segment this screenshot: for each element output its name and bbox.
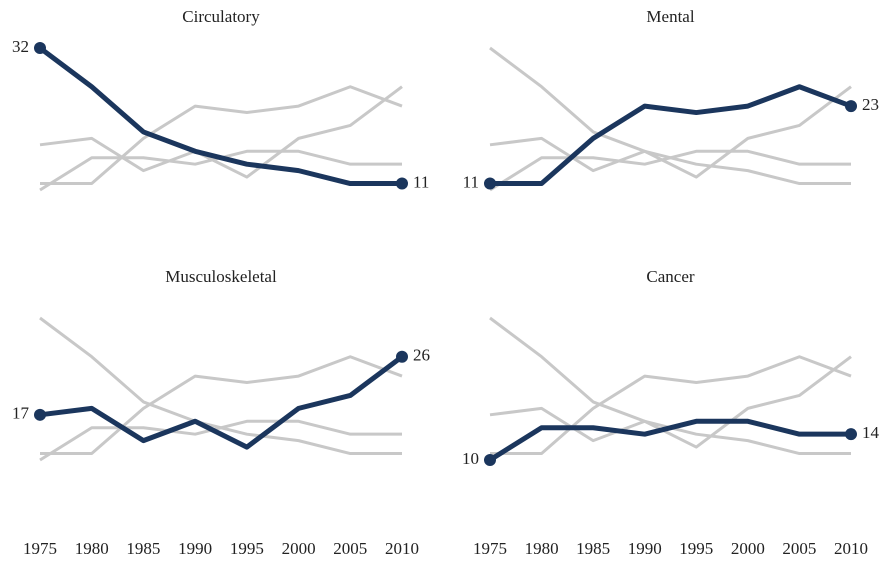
x-tick-label: 1975 <box>473 539 507 558</box>
x-tick-label: 1980 <box>525 539 559 558</box>
x-tick-label: 2005 <box>782 539 816 558</box>
end-point <box>484 177 496 190</box>
end-point <box>34 408 46 421</box>
end-point <box>484 454 496 466</box>
end-point <box>845 100 857 113</box>
highlight-line <box>39 354 404 450</box>
x-tick-label: 1995 <box>230 539 264 558</box>
context-line <box>489 85 852 179</box>
highlight-line <box>38 45 402 187</box>
context-line <box>489 355 852 449</box>
context-line <box>490 355 852 456</box>
panel-title: Circulatory <box>182 7 260 26</box>
context-line <box>489 149 851 192</box>
value-label: 11 <box>413 172 429 191</box>
x-tick-label: 2000 <box>731 539 765 558</box>
context-line <box>40 85 403 186</box>
x-tick-label: 1990 <box>178 539 212 558</box>
panel-title: Cancer <box>646 267 694 286</box>
value-label: 17 <box>12 404 30 423</box>
x-tick-label: 2000 <box>282 539 316 558</box>
value-label: 32 <box>12 37 29 56</box>
highlight-line <box>488 418 851 463</box>
panel-title: Musculoskeletal <box>165 267 277 286</box>
x-tick-label: 1990 <box>628 539 662 558</box>
x-tick-label: 1985 <box>126 539 160 558</box>
x-tick-label: 1995 <box>679 539 713 558</box>
x-tick-label: 2005 <box>333 539 367 558</box>
value-label: 14 <box>862 423 880 442</box>
x-tick-label: 1980 <box>75 539 109 558</box>
context-line <box>39 85 403 179</box>
end-point <box>396 350 408 363</box>
context-line <box>39 419 402 462</box>
x-tick-label: 2010 <box>834 539 868 558</box>
context-line <box>40 355 403 456</box>
x-tick-label: 1985 <box>576 539 610 558</box>
value-label: 26 <box>413 346 430 365</box>
value-label: 11 <box>463 172 479 191</box>
highlight-line <box>490 84 852 187</box>
end-point <box>845 428 857 441</box>
end-point <box>396 177 408 190</box>
value-label: 10 <box>462 449 479 468</box>
x-tick-label: 2010 <box>385 539 419 558</box>
value-label: 23 <box>862 95 879 114</box>
panel-title: Mental <box>646 7 694 26</box>
x-tick-label: 1975 <box>23 539 57 558</box>
end-point <box>34 42 46 54</box>
